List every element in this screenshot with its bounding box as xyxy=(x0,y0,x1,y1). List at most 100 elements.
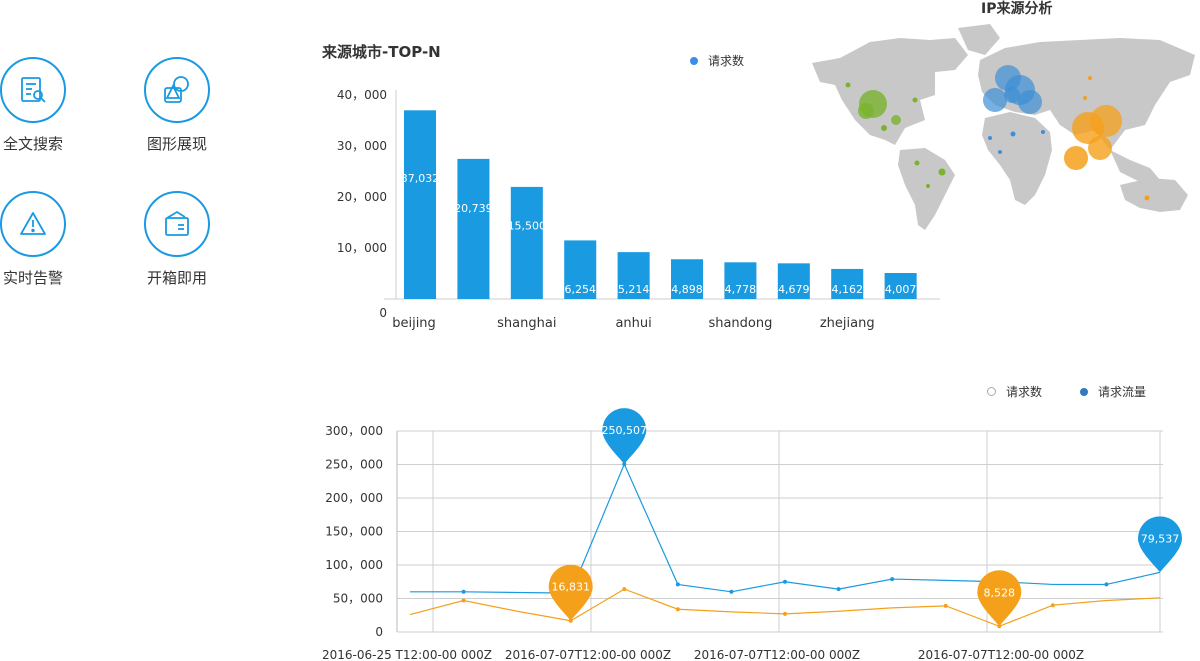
map-bubble xyxy=(845,82,851,88)
series-point xyxy=(783,579,787,584)
y-tick-label: 0 xyxy=(379,306,387,320)
map-bubble xyxy=(1004,87,1020,103)
feature-label: 全文搜索 xyxy=(2,135,63,153)
bar-data-label: 4,898 xyxy=(671,283,703,296)
feature-full-text-search[interactable]: 全文搜索 xyxy=(0,57,78,154)
bar xyxy=(884,273,917,299)
map-bubble xyxy=(1144,195,1150,201)
series-point xyxy=(890,577,895,582)
data-pin-label: 16,831 xyxy=(551,581,590,594)
map-bubble xyxy=(912,97,918,103)
bar xyxy=(617,252,650,299)
box-icon xyxy=(144,191,210,257)
map-bubble xyxy=(1072,112,1104,144)
bar xyxy=(404,110,437,299)
map-bubble xyxy=(1088,136,1112,160)
data-pin-label: 79,537 xyxy=(1141,532,1180,545)
north-america xyxy=(812,38,968,145)
feature-label: 开箱即用 xyxy=(146,269,207,287)
feature-graph-display[interactable]: 图形展现 xyxy=(132,57,222,154)
map-title: IP来源分析 xyxy=(981,1,1053,17)
data-pin-label: 250,507 xyxy=(602,424,648,437)
legend-dot xyxy=(690,56,698,65)
greenland xyxy=(958,24,1000,55)
series-point xyxy=(461,598,466,603)
bar xyxy=(777,263,810,299)
y-tick-label: 300，000 xyxy=(325,424,383,438)
bar xyxy=(457,158,490,299)
y-tick-label: 30，000 xyxy=(337,139,387,153)
map-bubble xyxy=(1083,96,1087,100)
bar-data-label: 37,032 xyxy=(401,172,440,185)
series-point xyxy=(836,587,841,592)
y-tick-label: 50，000 xyxy=(333,592,383,606)
legend-dot xyxy=(987,387,996,396)
y-tick-label: 10，000 xyxy=(337,241,387,255)
series-point xyxy=(675,607,680,612)
bar-data-label: 4,679 xyxy=(778,283,810,296)
map-bubble xyxy=(983,88,1007,112)
map-bubble xyxy=(858,103,874,119)
y-tick-label: 40，000 xyxy=(337,88,387,102)
document-search-icon xyxy=(0,57,66,123)
bar-chart-legend: 请求数 xyxy=(690,52,744,69)
y-tick-label: 100，000 xyxy=(325,558,383,572)
y-tick-label: 20，000 xyxy=(337,190,387,204)
map-bubble xyxy=(1064,146,1088,170)
y-tick-label: 250，000 xyxy=(325,458,383,472)
series-point xyxy=(461,589,466,594)
bar xyxy=(724,262,757,299)
series-point xyxy=(943,603,948,608)
x-tick-label: 2016-07-07T12:00-00 000Z xyxy=(918,648,1084,661)
map-bubble xyxy=(988,136,992,140)
data-pin xyxy=(548,564,593,621)
bar-data-label: 4,778 xyxy=(725,283,757,296)
map-bubble xyxy=(998,150,1002,154)
series-line xyxy=(410,462,1161,594)
warning-icon xyxy=(0,191,66,257)
series-point xyxy=(729,589,734,594)
series-line xyxy=(409,588,1161,627)
map-bubble xyxy=(1041,130,1045,134)
series-point xyxy=(1050,603,1055,608)
x-tick-label: 2016-07-07T12:00-00 000Z xyxy=(694,648,860,661)
data-pin xyxy=(1138,516,1183,573)
series-point xyxy=(622,587,627,592)
bar xyxy=(510,186,543,299)
australia xyxy=(1120,178,1188,212)
south-america xyxy=(898,148,955,230)
legend-label: 请求流量 xyxy=(1098,385,1147,399)
bar-data-label: 4,162 xyxy=(831,283,863,296)
map-bubble xyxy=(926,184,930,188)
bar-chart-title: 来源城市-TOP-N xyxy=(322,43,441,61)
map-bubble xyxy=(891,115,901,125)
map-bubble xyxy=(914,160,920,166)
x-tick-label: 2016-07-07T12:00-00 000Z xyxy=(505,648,671,661)
y-tick-label: 0 xyxy=(375,625,383,639)
series-point xyxy=(1104,582,1109,587)
feature-realtime-alert[interactable]: 实时告警 xyxy=(0,191,78,288)
data-pin-label: 8,528 xyxy=(984,586,1016,599)
x-tick-label: anhui xyxy=(615,316,651,331)
feature-out-of-box[interactable]: 开箱即用 xyxy=(132,191,222,288)
bar-data-label: 6,254 xyxy=(564,283,596,296)
bar xyxy=(671,259,704,299)
feature-label: 实时告警 xyxy=(2,269,63,287)
southeast-asia xyxy=(1110,150,1160,182)
x-tick-label: 2016-06-25 T12:00-00 000Z xyxy=(322,648,492,661)
map-bubbles xyxy=(845,65,1150,201)
series-point xyxy=(783,611,787,616)
bar-data-label: 4,007 xyxy=(885,283,917,296)
line-chart-legend: 请求数 请求流量 xyxy=(987,383,1146,400)
map-land xyxy=(812,24,1195,230)
bar xyxy=(831,268,864,299)
map-bubble xyxy=(1088,76,1092,80)
series-point xyxy=(675,582,680,587)
x-tick-label: zhejiang xyxy=(820,316,875,331)
map-bubble xyxy=(938,168,946,176)
legend-label: 请求数 xyxy=(708,54,745,68)
feature-label: 图形展现 xyxy=(146,135,207,153)
